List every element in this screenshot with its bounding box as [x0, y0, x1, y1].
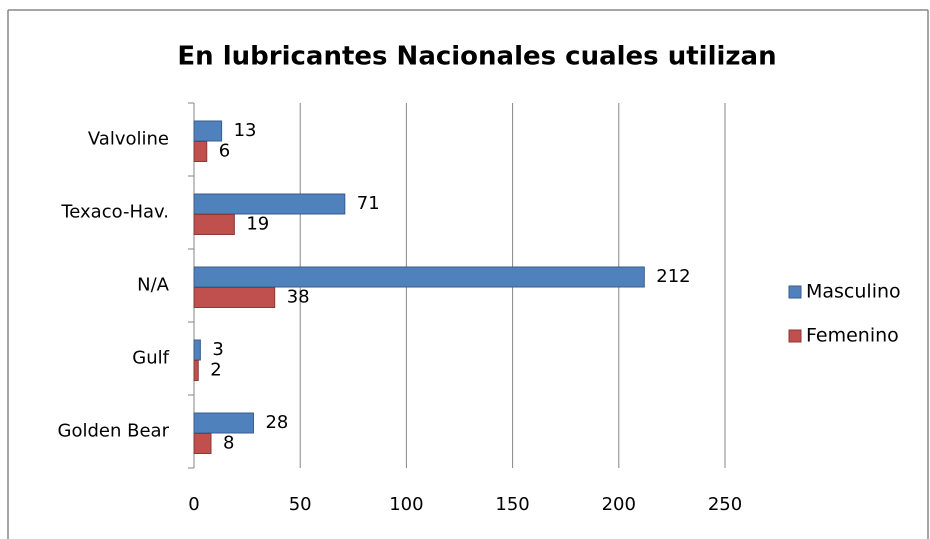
- y-tick-label: Golden Bear: [58, 421, 170, 442]
- bar: [193, 193, 346, 215]
- data-label: 28: [265, 412, 288, 433]
- bar: [193, 214, 235, 235]
- data-label: 13: [234, 120, 257, 141]
- legend-label: Masculino: [806, 281, 901, 303]
- bar: [193, 120, 223, 142]
- x-tick-label: 0: [188, 494, 199, 515]
- data-label: 19: [246, 214, 269, 235]
- data-label: 71: [357, 193, 380, 214]
- x-tick-label: 200: [602, 494, 636, 515]
- y-tick-label: N/A: [137, 275, 170, 296]
- bar: [193, 339, 201, 361]
- legend-swatch: [788, 285, 802, 299]
- y-tick-label: Gulf: [132, 348, 169, 369]
- legend-swatch: [788, 329, 802, 343]
- chart-title: En lubricantes Nacionales cuales utiliza…: [177, 42, 776, 72]
- x-tick-label: 250: [708, 494, 742, 515]
- bar: [193, 266, 645, 288]
- legend-label: Femenino: [806, 325, 899, 347]
- bar: [193, 412, 254, 434]
- x-tick-label: 50: [289, 494, 312, 515]
- data-label: 8: [223, 433, 234, 454]
- data-label: 2: [210, 360, 221, 381]
- bar: [193, 433, 212, 454]
- data-label: 212: [656, 266, 690, 287]
- data-label: 38: [287, 287, 310, 308]
- bar: [193, 360, 199, 381]
- y-tick-label: Texaco-Hav.: [60, 202, 169, 223]
- x-tick-label: 100: [389, 494, 423, 515]
- x-tick-label: 150: [495, 494, 529, 515]
- bar: [193, 141, 208, 162]
- y-tick-label: Valvoline: [88, 129, 169, 150]
- bar: [193, 287, 276, 308]
- data-label: 3: [212, 339, 223, 360]
- data-label: 6: [219, 141, 230, 162]
